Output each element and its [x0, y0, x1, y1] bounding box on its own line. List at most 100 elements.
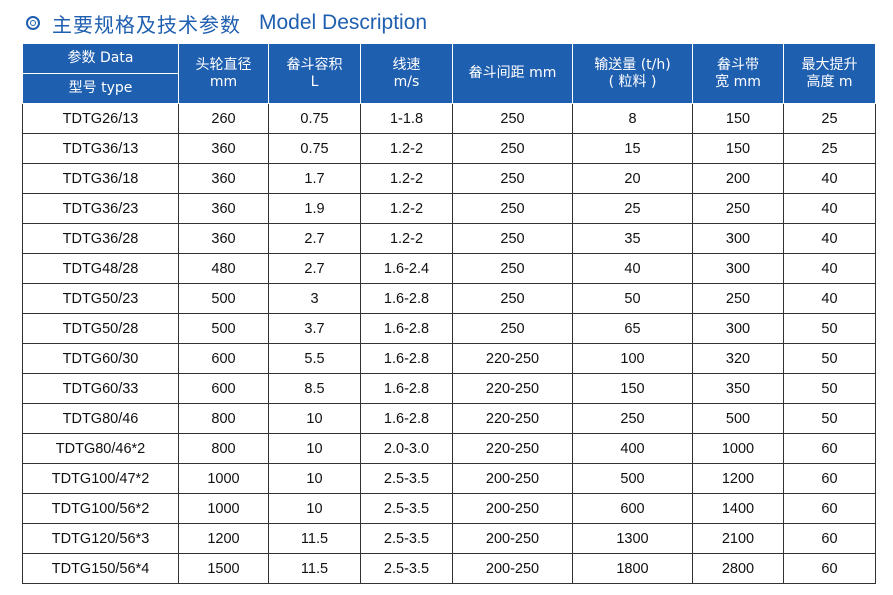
value-cell: 1.6-2.8: [360, 403, 453, 434]
table-row: TDTG60/33 600 8.5 1.6-2.8 220-250 150 350 50: [22, 373, 876, 404]
table-row: TDTG80/46*2 800 10 2.0-3.0 220-250 400 1000 60: [22, 433, 876, 464]
value-cell: 250: [452, 163, 573, 194]
value-cell: 20: [572, 163, 693, 194]
header-line2: 高度 m: [806, 73, 853, 90]
table-row: TDTG36/13 360 0.75 1.2-2 250 15 150 25: [22, 133, 876, 164]
model-cell: TDTG36/18: [22, 163, 179, 194]
value-cell: 200: [692, 163, 784, 194]
table-row: TDTG26/13 260 0.75 1-1.8 250 8 150 25: [22, 103, 876, 134]
header-col-capacity: 输送量 (t/h) ( 粒料 ): [572, 43, 693, 104]
value-cell: 1.6-2.8: [360, 343, 453, 374]
model-cell: TDTG36/23: [22, 193, 179, 224]
table-row: TDTG100/47*2 1000 10 2.5-3.5 200-250 500 1200 6…: [22, 463, 876, 494]
header-line1: 线速: [392, 56, 421, 73]
header-line2: m/s: [393, 73, 420, 90]
value-cell: 25: [783, 133, 876, 164]
value-cell: 500: [178, 283, 269, 314]
header-line1: 畚斗带: [717, 56, 759, 73]
model-cell: TDTG150/56*4: [22, 553, 179, 584]
value-cell: 1.2-2: [360, 133, 453, 164]
value-cell: 50: [783, 373, 876, 404]
value-cell: 250: [692, 193, 784, 224]
value-cell: 1500: [178, 553, 269, 584]
circle-bullet-icon: [26, 16, 40, 30]
model-cell: TDTG36/28: [22, 223, 179, 254]
value-cell: 800: [178, 403, 269, 434]
model-cell: TDTG100/56*2: [22, 493, 179, 524]
value-cell: 220-250: [452, 343, 573, 374]
value-cell: 150: [692, 133, 784, 164]
value-cell: 35: [572, 223, 693, 254]
value-cell: 250: [452, 133, 573, 164]
value-cell: 250: [452, 223, 573, 254]
value-cell: 50: [783, 343, 876, 374]
header-line2: 宽 mm: [715, 73, 761, 90]
value-cell: 3: [268, 283, 361, 314]
value-cell: 260: [178, 103, 269, 134]
value-cell: 2.7: [268, 253, 361, 284]
value-cell: 1-1.8: [360, 103, 453, 134]
value-cell: 1.6-2.8: [360, 373, 453, 404]
value-cell: 220-250: [452, 403, 573, 434]
value-cell: 500: [692, 403, 784, 434]
value-cell: 60: [783, 523, 876, 554]
value-cell: 500: [572, 463, 693, 494]
header-col-bucket-spacing: 畚斗间距 mm: [452, 43, 573, 104]
value-cell: 10: [268, 433, 361, 464]
value-cell: 350: [692, 373, 784, 404]
table-row: TDTG150/56*4 1500 11.5 2.5-3.5 200-250 1800 28…: [22, 553, 876, 584]
table-row: TDTG48/28 480 2.7 1.6-2.4 250 40 300 40: [22, 253, 876, 284]
value-cell: 250: [692, 283, 784, 314]
title-english: Model Description: [259, 11, 428, 34]
value-cell: 2.5-3.5: [360, 553, 453, 584]
table-row: TDTG36/18 360 1.7 1.2-2 250 20 200 40: [22, 163, 876, 194]
value-cell: 400: [572, 433, 693, 464]
header-line1: 最大提升: [801, 56, 858, 73]
value-cell: 40: [783, 193, 876, 224]
value-cell: 40: [783, 283, 876, 314]
value-cell: 60: [783, 493, 876, 524]
header-line2: mm: [209, 73, 238, 90]
model-cell: TDTG60/33: [22, 373, 179, 404]
value-cell: 1400: [692, 493, 784, 524]
value-cell: 25: [783, 103, 876, 134]
value-cell: 40: [783, 163, 876, 194]
value-cell: 15: [572, 133, 693, 164]
value-cell: 600: [178, 373, 269, 404]
header-corner-type: 型号 type: [22, 73, 179, 104]
header-line1: 畚斗间距 mm: [468, 65, 557, 81]
value-cell: 1.2-2: [360, 193, 453, 224]
value-cell: 250: [452, 313, 573, 344]
value-cell: 320: [692, 343, 784, 374]
value-cell: 5.5: [268, 343, 361, 374]
value-cell: 1.2-2: [360, 163, 453, 194]
spec-table: 参数 Data 头轮直径 mm 畚斗容积 L 线速 m/s 畚斗间距 mm 输送…: [22, 43, 876, 584]
value-cell: 1200: [178, 523, 269, 554]
value-cell: 50: [783, 403, 876, 434]
value-cell: 100: [572, 343, 693, 374]
value-cell: 250: [452, 283, 573, 314]
value-cell: 8.5: [268, 373, 361, 404]
value-cell: 250: [452, 103, 573, 134]
value-cell: 1.7: [268, 163, 361, 194]
value-cell: 220-250: [452, 373, 573, 404]
value-cell: 300: [692, 313, 784, 344]
value-cell: 50: [572, 283, 693, 314]
header-col-line-speed: 线速 m/s: [360, 43, 453, 104]
header-col-head-wheel-diameter: 头轮直径 mm: [178, 43, 269, 104]
value-cell: 600: [572, 493, 693, 524]
value-cell: 200-250: [452, 553, 573, 584]
value-cell: 40: [783, 223, 876, 254]
value-cell: 1.6-2.8: [360, 313, 453, 344]
header-line1: 输送量 (t/h): [594, 56, 671, 73]
header-corner-data: 参数 Data: [22, 43, 179, 74]
value-cell: 600: [178, 343, 269, 374]
header-line2: ( 粒料 ): [608, 73, 657, 90]
header-line2: L: [310, 73, 319, 90]
value-cell: 1800: [572, 553, 693, 584]
value-cell: 1300: [572, 523, 693, 554]
value-cell: 3.7: [268, 313, 361, 344]
value-cell: 60: [783, 463, 876, 494]
value-cell: 150: [572, 373, 693, 404]
table-row: TDTG100/56*2 1000 10 2.5-3.5 200-250 600 1400 6…: [22, 493, 876, 524]
